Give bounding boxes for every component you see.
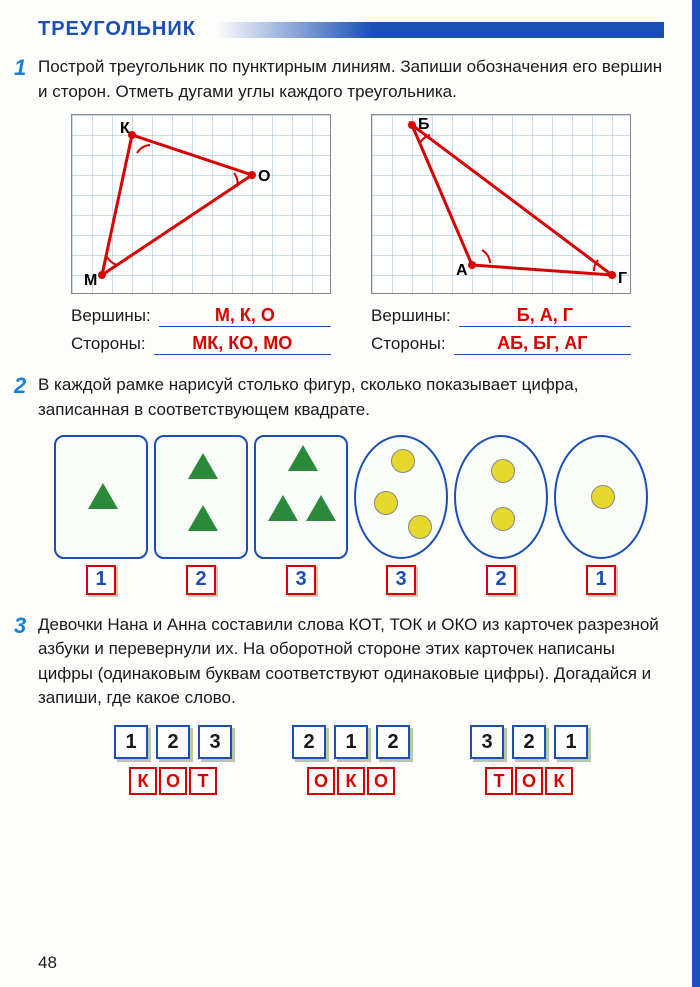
frame-unit: 2 (454, 435, 548, 595)
page-header: ТРЕУГОЛЬНИК (38, 18, 664, 41)
card-number: 2 (156, 725, 190, 759)
frame-unit: 3 (254, 435, 348, 595)
task-1: 1 Построй треугольник по пунктирным лини… (38, 55, 664, 355)
circle-icon (491, 459, 515, 483)
card-letter: К (129, 767, 157, 795)
card-letters-row: КОТ (129, 767, 217, 795)
triangle-icon (306, 495, 336, 521)
frame-number-box: 2 (486, 565, 516, 595)
right-sides-row: Стороны: АБ, БГ, АГ (371, 333, 631, 355)
task1-grids: К О М Вершины: М, К, О Стороны: МК, КО, … (38, 114, 664, 355)
triangle-icon (268, 495, 298, 521)
right-vertices-row: Вершины: Б, А, Г (371, 305, 631, 327)
grid-right: Б А Г Вершины: Б, А, Г Стороны: АБ, БГ, … (371, 114, 631, 355)
frame-unit: 3 (354, 435, 448, 595)
left-vertices-answer: М, К, О (159, 305, 331, 327)
label-A: А (456, 262, 468, 279)
left-vertices-label: Вершины: (71, 306, 151, 326)
card-number: 2 (512, 725, 546, 759)
card-letter: Т (189, 767, 217, 795)
right-sides-label: Стороны: (371, 334, 446, 354)
label-G: Г (618, 270, 627, 287)
card-letter: О (515, 767, 543, 795)
card-letters-row: ТОК (485, 767, 573, 795)
triangle-right-svg: Б А Г (371, 114, 631, 294)
card-letter: К (545, 767, 573, 795)
right-vertices-label: Вершины: (371, 306, 451, 326)
label-B: Б (418, 116, 430, 133)
left-vertices-row: Вершины: М, К, О (71, 305, 331, 327)
header-bar (216, 22, 664, 38)
triangle-icon (188, 453, 218, 479)
card-letter: О (307, 767, 335, 795)
task3-number: 3 (14, 613, 26, 639)
card-nums-row: 212 (292, 725, 410, 759)
card-group: 321 ТОК (470, 725, 588, 795)
card-group: 123 КОТ (114, 725, 232, 795)
card-group: 212 ОКО (292, 725, 410, 795)
frame-rect (254, 435, 348, 559)
frame-unit: 2 (154, 435, 248, 595)
page-number: 48 (38, 953, 57, 973)
triangle-left-svg: К О М (71, 114, 331, 294)
frame-rect (154, 435, 248, 559)
triangle-icon (288, 445, 318, 471)
triangle-icon (88, 483, 118, 509)
task-3: 3 Девочки Нана и Анна составили слова КО… (38, 613, 664, 796)
frame-number-box: 1 (86, 565, 116, 595)
circle-icon (591, 485, 615, 509)
frame-oval (554, 435, 648, 559)
task3-text: Девочки Нана и Анна составили слова КОТ,… (38, 613, 664, 712)
triangle-icon (188, 505, 218, 531)
frame-number-box: 3 (386, 565, 416, 595)
circle-icon (408, 515, 432, 539)
task-2: 2 В каждой рамке нарисуй столько фигур, … (38, 373, 664, 594)
header-title: ТРЕУГОЛЬНИК (38, 18, 196, 41)
frame-oval (354, 435, 448, 559)
frame-rect (54, 435, 148, 559)
label-M: М (84, 272, 97, 289)
card-letter: Т (485, 767, 513, 795)
frame-number-box: 1 (586, 565, 616, 595)
card-letter: О (367, 767, 395, 795)
circle-icon (391, 449, 415, 473)
task1-number: 1 (14, 55, 26, 81)
grid-left: К О М Вершины: М, К, О Стороны: МК, КО, … (71, 114, 331, 355)
card-number: 3 (470, 725, 504, 759)
card-number: 1 (114, 725, 148, 759)
card-number: 2 (292, 725, 326, 759)
card-nums-row: 123 (114, 725, 232, 759)
task2-number: 2 (14, 373, 26, 399)
task1-text: Построй треугольник по пунктирным линиям… (38, 55, 664, 104)
left-sides-label: Стороны: (71, 334, 146, 354)
left-sides-row: Стороны: МК, КО, МО (71, 333, 331, 355)
frame-number-box: 2 (186, 565, 216, 595)
label-K: К (120, 120, 130, 137)
card-number: 1 (334, 725, 368, 759)
frame-oval (454, 435, 548, 559)
cards-row: 123КОТ212ОКО321ТОК (38, 725, 664, 795)
card-number: 1 (554, 725, 588, 759)
left-sides-answer: МК, КО, МО (154, 333, 331, 355)
frames-row: 1 2 3 3 2 1 (38, 435, 664, 595)
frame-number-box: 3 (286, 565, 316, 595)
task2-text: В каждой рамке нарисуй столько фигур, ск… (38, 373, 664, 422)
frame-unit: 1 (54, 435, 148, 595)
circle-icon (374, 491, 398, 515)
right-sides-answer: АБ, БГ, АГ (454, 333, 631, 355)
card-number: 3 (198, 725, 232, 759)
card-number: 2 (376, 725, 410, 759)
frame-unit: 1 (554, 435, 648, 595)
label-O: О (258, 168, 270, 185)
circle-icon (491, 507, 515, 531)
card-letters-row: ОКО (307, 767, 395, 795)
card-nums-row: 321 (470, 725, 588, 759)
right-vertices-answer: Б, А, Г (459, 305, 631, 327)
card-letter: К (337, 767, 365, 795)
card-letter: О (159, 767, 187, 795)
